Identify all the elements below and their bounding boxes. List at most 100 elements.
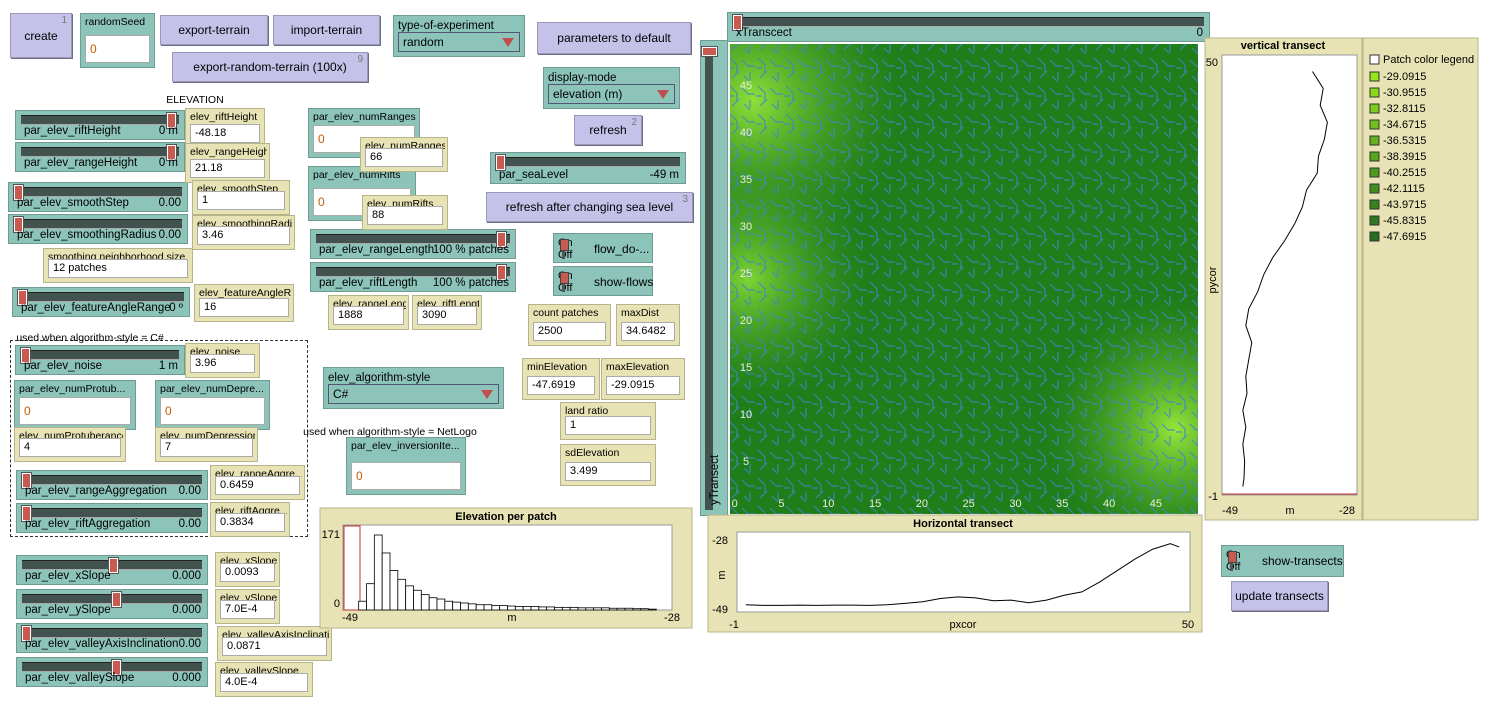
- slider-thumb[interactable]: [22, 473, 31, 488]
- monitor-value: 3.96: [190, 354, 255, 373]
- slider-thumb[interactable]: [22, 506, 31, 521]
- slider[interactable]: yTransect: [700, 40, 728, 516]
- button[interactable]: refresh after changing sea level 3: [486, 192, 693, 222]
- chooser-value[interactable]: random: [398, 32, 520, 52]
- input-name: par_elev_numRanges: [313, 111, 416, 123]
- slider-thumb[interactable]: [497, 232, 507, 247]
- switch-toggle[interactable]: OnOff: [558, 270, 586, 294]
- slider-thumb[interactable]: [14, 217, 23, 232]
- slider-thumb[interactable]: [22, 626, 31, 641]
- slider-thumb[interactable]: [108, 558, 118, 573]
- slider[interactable]: par_elev_riftLength 100 % patches: [310, 262, 516, 292]
- y-tick-label: 45: [740, 80, 752, 92]
- slider[interactable]: par_elev_riftHeight 0 m: [15, 110, 185, 140]
- input-value[interactable]: 0: [19, 397, 131, 425]
- chooser-value[interactable]: C#: [328, 384, 499, 404]
- input-box[interactable]: par_elev_numProtub... 0: [14, 380, 136, 430]
- monitor-value: 3.46: [197, 226, 290, 245]
- slider-thumb[interactable]: [14, 185, 23, 200]
- slider-thumb[interactable]: [167, 113, 177, 128]
- slider[interactable]: par_seaLevel -49 m: [490, 152, 686, 184]
- slider[interactable]: par_elev_smoothStep 0.00: [8, 182, 188, 212]
- plot-text: m: [1285, 505, 1294, 517]
- chooser[interactable]: elev_algorithm-style C#: [323, 367, 504, 409]
- monitor-value: 3090: [417, 306, 477, 325]
- plot-text: -36.5315: [1383, 135, 1426, 147]
- button[interactable]: parameters to default: [537, 22, 691, 54]
- histogram-bar: [452, 601, 461, 611]
- histogram-bar: [491, 605, 501, 611]
- switch[interactable]: OnOff show-transects: [1221, 545, 1344, 577]
- slider[interactable]: par_elev_riftAggregation 0.00: [16, 503, 208, 533]
- slider-thumb[interactable]: [496, 155, 505, 170]
- dropdown-arrow: [502, 38, 514, 47]
- histogram-bar: [530, 606, 540, 611]
- slider[interactable]: par_elev_rangeAggregation 0.00: [16, 470, 208, 500]
- slider-thumb[interactable]: [733, 15, 742, 30]
- plot-text: 171: [322, 529, 340, 541]
- chooser[interactable]: display-mode elevation (m): [543, 67, 680, 109]
- histogram-bar: [483, 604, 493, 611]
- slider-name: par_elev_rangeAggregation: [25, 485, 167, 497]
- chooser-value[interactable]: elevation (m): [548, 84, 675, 104]
- monitor-value: 4: [19, 438, 121, 457]
- input-value[interactable]: 0: [160, 397, 265, 425]
- slider-thumb[interactable]: [497, 265, 507, 280]
- x-tick-label: 45: [1150, 498, 1162, 510]
- slider-name: par_seaLevel: [499, 169, 569, 181]
- slider[interactable]: par_elev_noise 1 m: [15, 345, 185, 375]
- switch[interactable]: OnOff flow_do-...: [553, 233, 653, 263]
- input-box[interactable]: par_elev_inversionIte... 0: [346, 437, 466, 495]
- button[interactable]: import-terrain: [273, 15, 380, 45]
- slider-track: [316, 267, 510, 277]
- button-label: import-terrain: [290, 23, 363, 37]
- button[interactable]: create 1: [10, 13, 72, 58]
- slider[interactable]: par_elev_rangeLength 100 % patches: [310, 229, 516, 259]
- button[interactable]: update transects: [1231, 581, 1328, 611]
- slider-name: par_elev_smoothingRadius: [17, 229, 157, 241]
- input-name: randomSeed: [85, 16, 146, 28]
- plot-text: -40.2515: [1383, 167, 1426, 179]
- slider[interactable]: par_elev_xSlope 0.000: [16, 555, 208, 585]
- slider-thumb[interactable]: [21, 348, 30, 363]
- slider-thumb[interactable]: [111, 592, 121, 607]
- button[interactable]: export-random-terrain (100x) 9: [172, 52, 368, 82]
- plot-text: -49: [712, 604, 728, 616]
- button[interactable]: export-terrain: [160, 15, 268, 45]
- slider[interactable]: par_elev_valleyAxisInclination 0.00: [16, 623, 208, 653]
- slider[interactable]: par_elev_rangeHeight 0 m: [15, 142, 185, 172]
- slider-thumb[interactable]: [111, 660, 121, 675]
- chooser[interactable]: type-of-experiment random: [393, 15, 525, 57]
- switch[interactable]: OnOff show-flows: [553, 266, 653, 296]
- input-value[interactable]: 0: [85, 35, 150, 63]
- slider[interactable]: par_elev_ySlope 0.000: [16, 589, 208, 619]
- input-box[interactable]: randomSeed 0: [80, 13, 155, 68]
- slider-track: [496, 157, 680, 167]
- button[interactable]: refresh 2: [574, 115, 642, 145]
- button-key: 9: [357, 54, 363, 65]
- slider[interactable]: xTranscect 0: [727, 12, 1210, 42]
- histogram-bar: [561, 606, 571, 611]
- input-value[interactable]: 0: [351, 462, 461, 490]
- chooser-name: type-of-experiment: [398, 20, 494, 32]
- switch-knob: [560, 272, 569, 284]
- note: used when algorithm-style = NetLogo: [303, 426, 477, 438]
- monitor-value: 4.0E-4: [220, 673, 308, 692]
- slider[interactable]: par_elev_valleySlope 0.000: [16, 657, 208, 687]
- histogram-bar: [366, 583, 375, 611]
- slider-thumb[interactable]: [167, 145, 177, 160]
- slider-thumb[interactable]: [702, 47, 717, 56]
- slider-value: 0.00: [158, 197, 181, 209]
- y-tick-label: 35: [740, 174, 752, 186]
- switch-toggle[interactable]: OnOff: [1226, 549, 1254, 573]
- switch-toggle[interactable]: OnOff: [558, 237, 586, 261]
- slider-thumb[interactable]: [18, 290, 27, 305]
- histogram-bar: [640, 608, 649, 611]
- input-box[interactable]: par_elev_numDepre... 0: [155, 380, 270, 430]
- slider[interactable]: par_elev_smoothingRadius 0.00: [8, 214, 188, 244]
- transect-line: [1242, 71, 1328, 487]
- slider[interactable]: par_elev_featureAngleRange 0 º: [12, 287, 190, 317]
- plot-text: -28: [1339, 505, 1355, 517]
- monitor-value: 21.18: [190, 159, 265, 178]
